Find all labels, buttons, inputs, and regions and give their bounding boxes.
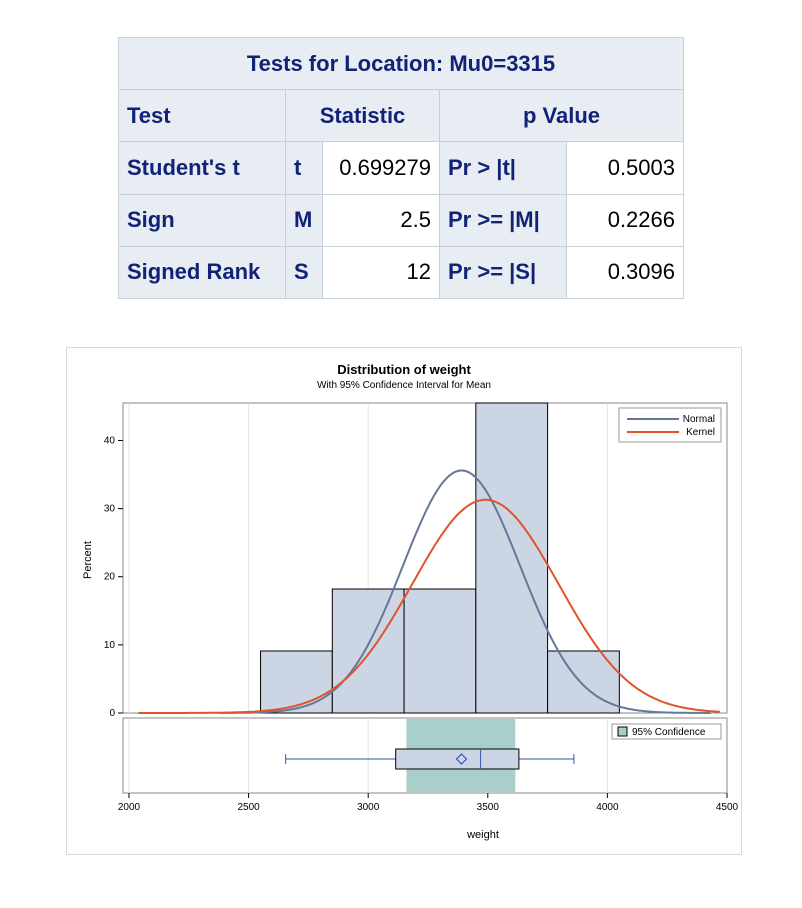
x-tick-label: 2500: [237, 802, 260, 813]
row-test-name: Signed Rank: [118, 245, 286, 300]
table-row: Student's t t 0.699279 Pr > |t| 0.5003: [118, 141, 684, 195]
histogram-bar: [331, 588, 405, 714]
row-statistic: 0.699279: [322, 141, 440, 195]
row-statistic: 12: [322, 245, 440, 300]
header-test: Test: [118, 89, 286, 143]
x-axis-label: weight: [466, 829, 499, 841]
row-statistic: 2.5: [322, 193, 440, 247]
confidence-legend: 95% Confidence: [611, 723, 722, 740]
iqr-box: [395, 748, 520, 770]
confidence-legend-box: [611, 723, 722, 740]
histogram-panel: 0 10 20 30 40 Normal Kernel: [104, 402, 728, 719]
mean-marker: [455, 753, 468, 765]
row-symbol: M: [285, 193, 323, 247]
table-row: Sign M 2.5 Pr >= |M| 0.2266: [118, 193, 684, 247]
y-tick-label: 10: [104, 640, 116, 651]
x-tick-label: 2000: [118, 802, 141, 813]
kernel-curve: [138, 498, 720, 714]
histogram-bar: [475, 402, 549, 714]
row-p-value: 0.2266: [566, 193, 684, 247]
confidence-legend-label: 95% Confidence: [632, 727, 706, 738]
y-tick-label: 30: [104, 504, 116, 515]
chart-legend: Normal Kernel: [618, 407, 722, 443]
x-axis: 2000 2500 3000 3500 4000 4500: [118, 793, 739, 813]
table-title: Tests for Location: Mu0=3315: [118, 36, 684, 91]
header-pvalue: p Value: [439, 89, 684, 143]
distribution-chart: Distribution of weight With 95% Confiden…: [66, 347, 742, 855]
row-p-label: Pr >= |M|: [439, 193, 567, 247]
y-tick-label: 0: [109, 708, 115, 719]
x-tick-label: 4500: [716, 802, 739, 813]
row-p-label: Pr > |t|: [439, 141, 567, 195]
y-axis-label: Percent: [82, 541, 94, 579]
chart-subtitle: With 95% Confidence Interval for Mean: [317, 380, 491, 391]
header-statistic: Statistic: [285, 89, 440, 143]
row-symbol: t: [285, 141, 323, 195]
boxplot-panel: 95% Confidence: [122, 717, 728, 794]
row-test-name: Student's t: [118, 141, 286, 195]
chart-title: Distribution of weight: [337, 362, 471, 377]
legend-box: [618, 407, 722, 443]
y-tick-label: 40: [104, 435, 116, 446]
confidence-legend-swatch: [617, 726, 628, 737]
chart-svg: Distribution of weight With 95% Confiden…: [82, 362, 739, 841]
x-tick-label: 4000: [596, 802, 619, 813]
histogram-bar: [403, 588, 477, 714]
legend-entry: Normal: [683, 414, 715, 425]
row-p-value: 0.5003: [566, 141, 684, 195]
row-symbol: S: [285, 245, 323, 300]
row-p-value: 0.3096: [566, 245, 684, 300]
row-test-name: Sign: [118, 193, 286, 247]
row-p-label: Pr >= |S|: [439, 245, 567, 300]
legend-entry: Kernel: [686, 427, 715, 438]
y-tick-label: 20: [104, 572, 116, 583]
tests-for-location-table: Tests for Location: Mu0=3315 Test Statis…: [118, 36, 684, 300]
table-row: Signed Rank S 12 Pr >= |S| 0.3096: [118, 245, 684, 300]
histogram-bar: [260, 650, 333, 714]
x-tick-label: 3500: [477, 802, 500, 813]
normal-curve: [219, 469, 711, 714]
x-tick-label: 3000: [357, 802, 380, 813]
